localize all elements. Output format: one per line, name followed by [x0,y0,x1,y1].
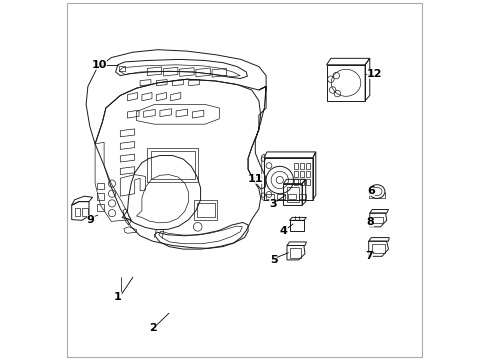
Bar [265,194,273,199]
Bar [294,171,298,177]
Bar [287,194,295,199]
Bar [305,163,309,169]
Text: 7: 7 [365,251,372,261]
Bar [147,148,197,182]
Text: 8: 8 [366,217,373,228]
Bar [97,204,104,211]
Bar [75,208,80,216]
Bar [97,193,104,200]
Text: 11: 11 [247,174,263,184]
Bar [294,163,298,169]
Text: 1: 1 [114,292,122,302]
Bar [286,187,299,202]
Bar [82,208,87,216]
Text: 10: 10 [91,60,107,70]
Bar [151,151,194,179]
Text: 6: 6 [366,186,374,196]
Bar [298,194,306,199]
Text: 5: 5 [269,255,277,265]
Bar [119,66,125,71]
Bar [371,244,384,253]
Text: 4: 4 [279,226,287,236]
Bar [194,200,217,220]
Bar [289,248,300,258]
Bar [299,171,304,177]
Bar [276,194,284,199]
Bar [97,183,104,189]
Bar [299,163,304,169]
Text: 2: 2 [149,323,157,333]
Text: 12: 12 [366,69,382,79]
Text: 3: 3 [268,199,276,210]
Bar [299,179,304,185]
Bar [305,179,309,185]
Text: 9: 9 [87,215,95,225]
Bar [305,171,309,177]
Bar [197,203,215,217]
Bar [294,179,298,185]
